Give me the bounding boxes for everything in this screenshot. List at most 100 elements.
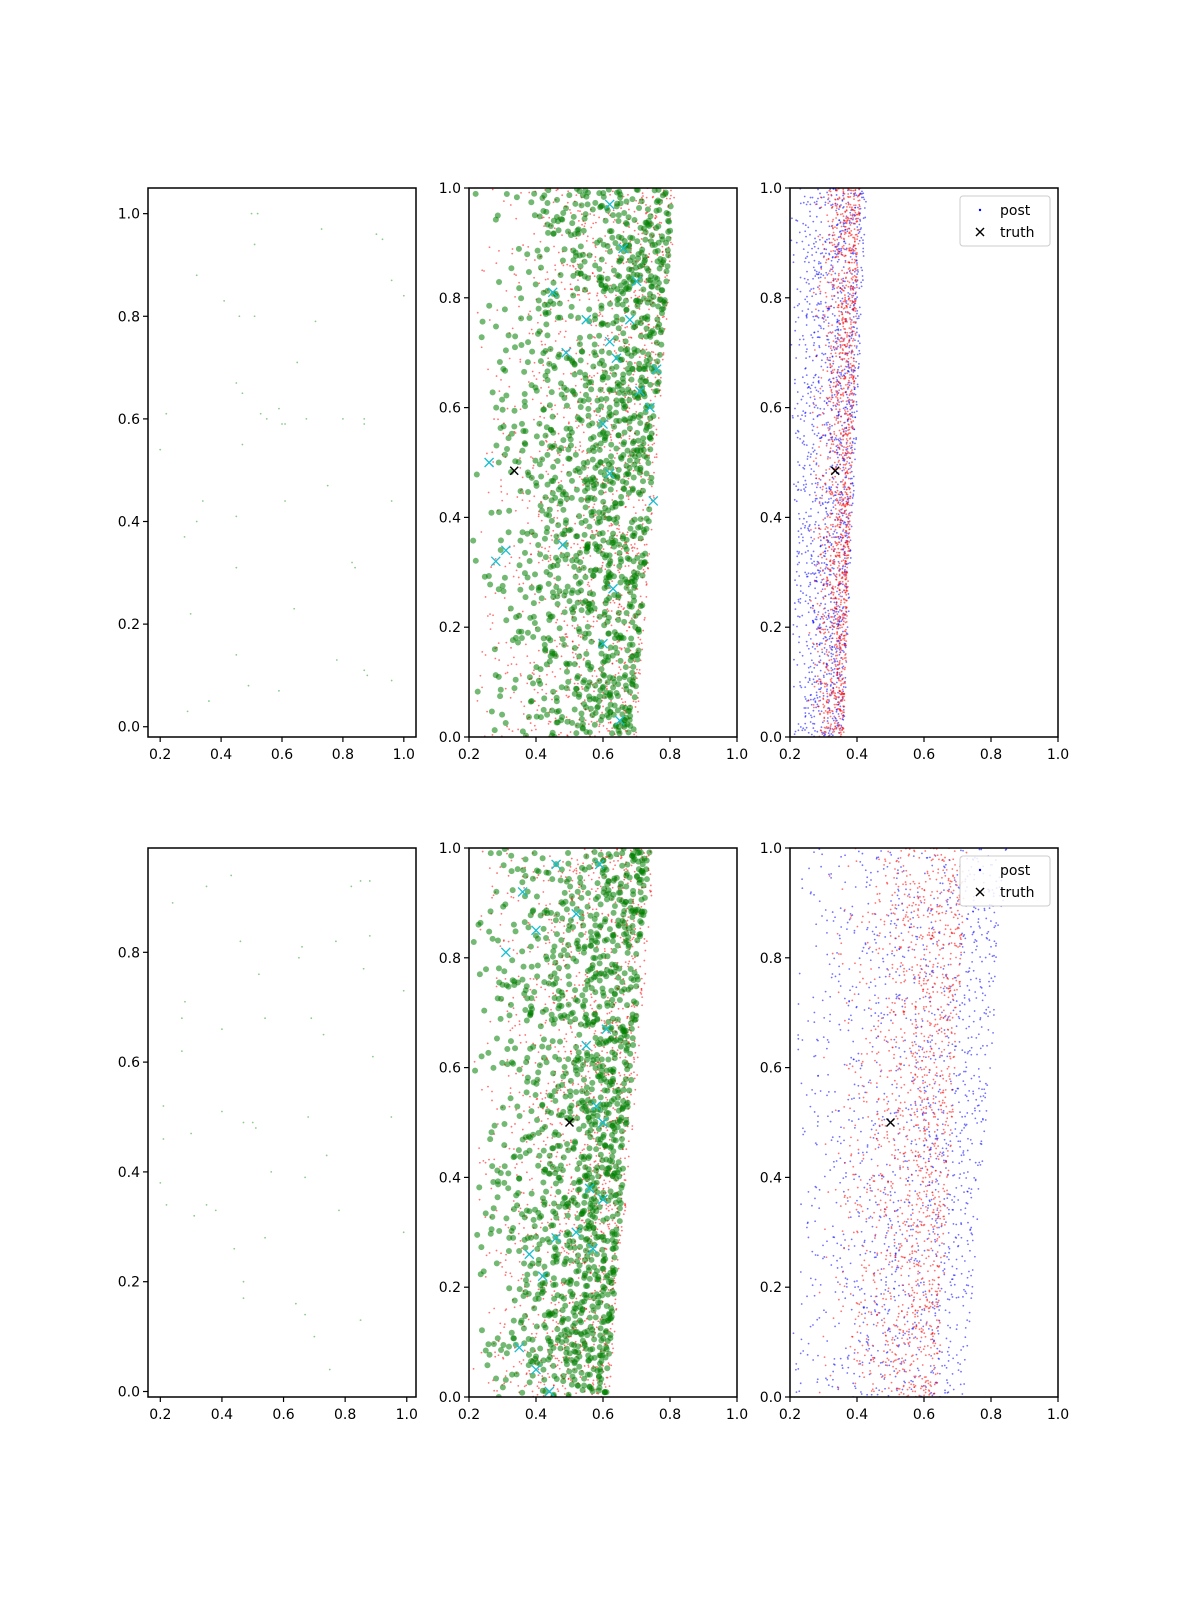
data-point [830,548,833,551]
data-point [582,371,589,378]
data-point [826,683,829,686]
data-point [629,240,632,243]
data-point [647,478,650,481]
data-point [622,231,625,233]
data-point [858,349,861,352]
data-point [851,302,853,305]
data-point [827,359,830,362]
data-point [577,243,584,250]
data-point [637,224,644,231]
data-point [823,400,826,403]
data-point [259,412,262,415]
data-point [571,563,578,570]
data-point [546,616,553,623]
data-point [819,574,822,576]
data-point [519,728,526,735]
data-point [545,309,552,316]
data-point [545,692,548,695]
data-point [588,509,595,516]
data-point [519,467,522,469]
data-point [827,322,830,325]
data-point [656,314,659,317]
data-point [586,583,589,586]
data-point [793,685,795,688]
data-point [604,339,607,341]
data-point [827,234,830,236]
data-point [824,552,827,555]
data-point [533,479,540,486]
data-point [622,262,625,265]
data-point [847,477,850,480]
data-point [663,278,670,285]
data-point [645,212,647,215]
data-point [823,726,826,729]
data-point [822,274,825,277]
data-point [628,352,635,359]
data-point [831,731,834,734]
data-point [634,656,641,663]
data-point [807,200,809,203]
data-point [597,440,604,447]
data-point [837,438,840,441]
data-point [655,428,658,431]
data-point [547,222,554,229]
data-point [852,330,855,333]
data-point [605,685,608,688]
data-point [839,300,842,302]
data-point [824,543,826,546]
data-point [628,336,630,339]
data-point [490,556,501,567]
data-point [597,204,604,211]
data-point [618,558,625,565]
data-point [812,709,815,712]
data-point [811,411,814,414]
data-point [845,209,848,211]
data-point [599,415,601,418]
data-point [596,332,603,339]
data-point [836,402,838,405]
data-point [505,529,512,536]
data-point [835,438,838,441]
data-point [841,618,844,620]
data-point [804,676,807,679]
data-point [537,502,544,509]
data-point [833,438,836,441]
data-point [574,267,577,270]
data-point [615,244,622,251]
data-point [579,441,581,444]
data-point [565,635,568,638]
data-point [851,497,854,499]
data-point [568,477,575,484]
data-point [497,418,499,421]
data-point [641,314,648,321]
data-point [535,378,538,381]
data-point [846,396,849,399]
data-point [807,699,810,702]
data-point [810,453,812,456]
data-point [611,493,614,495]
data-point [812,291,815,294]
data-point [807,602,810,605]
data-point [818,624,821,627]
data-point [825,472,828,474]
data-point [852,484,855,487]
data-point [801,539,804,542]
data-point [637,333,644,340]
data-point [551,671,554,673]
data-point [835,342,838,345]
data-point [846,414,849,416]
data-point [818,271,821,274]
data-point [652,494,655,497]
data-point [593,503,596,506]
data-point [823,632,825,635]
data-point [798,551,801,553]
data-point [831,668,834,671]
data-point [645,196,648,199]
data-point [815,200,818,203]
data-point [659,394,662,397]
data-point [841,375,844,378]
data-point [842,374,845,377]
data-point [508,468,515,475]
data-point [550,230,557,237]
data-point [807,278,809,281]
